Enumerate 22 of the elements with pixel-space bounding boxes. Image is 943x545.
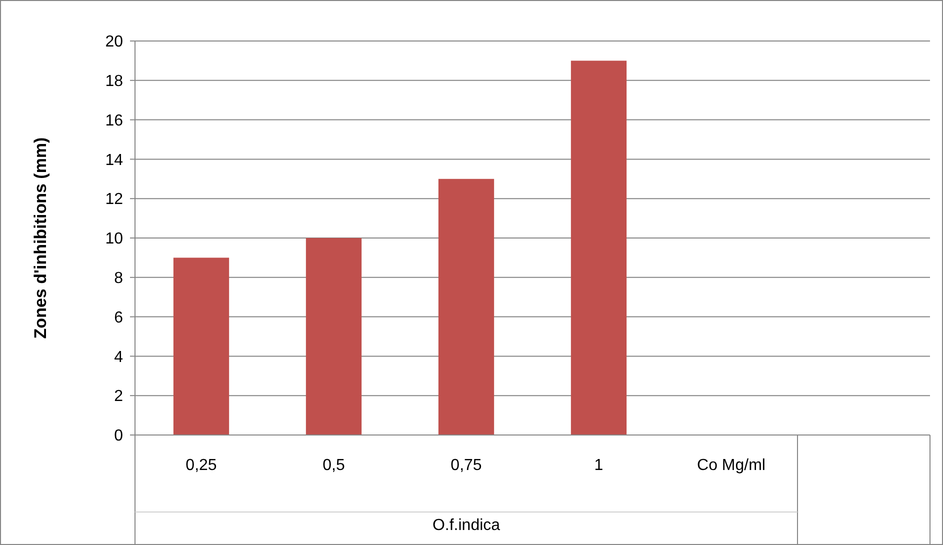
y-tick-label: 4 [114, 348, 124, 366]
x-axis-title: O.f.indica [432, 517, 500, 534]
x-tick-label: 0,25 [186, 457, 217, 474]
x-tick-label: Co Mg/ml [697, 457, 766, 474]
y-tick-label: 16 [105, 112, 124, 130]
bar [438, 178, 494, 435]
bar [570, 60, 627, 435]
y-tick-label: 8 [114, 270, 124, 287]
x-tick-label: 0,5 [322, 457, 345, 474]
y-tick-label: 2 [114, 388, 124, 406]
bar [306, 238, 362, 435]
x-tick-label: 1 [594, 457, 604, 474]
y-tick-label: 12 [105, 191, 124, 208]
bar [173, 258, 230, 435]
y-tick-label: 14 [105, 152, 124, 169]
x-tick-label: 0,75 [450, 457, 482, 474]
y-tick-label: 18 [105, 73, 124, 90]
y-tick-label: 0 [114, 428, 124, 445]
y-axis-title: Zones d'inhibitions (mm) [31, 137, 50, 339]
y-tick-label: 6 [114, 309, 124, 326]
y-tick-label: 10 [105, 230, 124, 248]
y-tick-label: 20 [105, 34, 124, 51]
